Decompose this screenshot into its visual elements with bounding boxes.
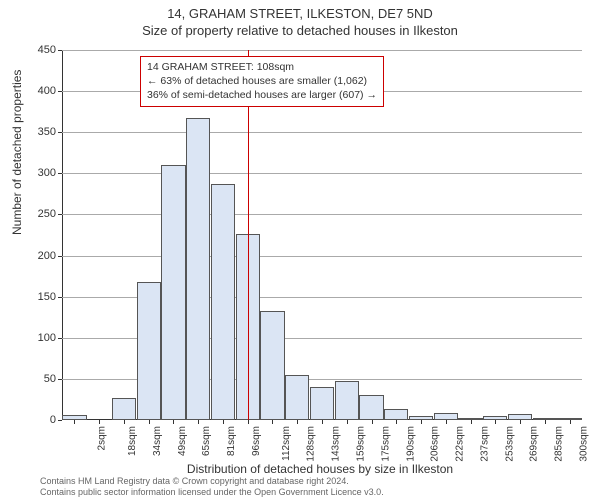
histogram-bar [359,395,383,420]
xtick-mark [421,420,422,424]
callout-line-3: 36% of semi-detached houses are larger (… [147,88,377,102]
footer-line-1: Contains HM Land Registry data © Crown c… [40,476,384,487]
histogram-bar [434,413,458,420]
ytick-mark [58,173,62,174]
xtick-mark [471,420,472,424]
xtick-label: 34sqm [152,426,163,456]
ytick-mark [58,132,62,133]
xtick-mark [446,420,447,424]
xtick-mark [570,420,571,424]
xtick-label: 190sqm [405,426,416,462]
histogram-bar [384,409,408,420]
xtick-label: 81sqm [226,426,237,456]
histogram-bar [161,165,185,420]
histogram-bar [137,282,161,420]
plot-area: 0501001502002503003504004502sqm18sqm34sq… [62,50,582,420]
chart-address-title: 14, GRAHAM STREET, ILKESTON, DE7 5ND [0,0,600,21]
ytick-mark [58,256,62,257]
ytick-label: 450 [38,44,56,56]
ytick-mark [58,50,62,51]
histogram-bar [310,387,334,420]
gridline [62,256,582,257]
ytick-label: 250 [38,208,56,220]
ytick-mark [58,297,62,298]
xtick-mark [248,420,249,424]
xtick-label: 222sqm [455,426,466,462]
gridline [62,173,582,174]
xtick-mark [198,420,199,424]
gridline [62,132,582,133]
xtick-mark [223,420,224,424]
ytick-mark [58,214,62,215]
xtick-mark [545,420,546,424]
xtick-mark [149,420,150,424]
x-axis-label: Distribution of detached houses by size … [20,462,600,476]
histogram-bar [186,118,210,420]
callout-box: 14 GRAHAM STREET: 108sqm← 63% of detache… [140,56,384,107]
footer-attribution: Contains HM Land Registry data © Crown c… [40,476,384,498]
ytick-mark [58,379,62,380]
xtick-mark [372,420,373,424]
xtick-label: 128sqm [306,426,317,462]
histogram-bar [112,398,136,420]
xtick-mark [347,420,348,424]
xtick-label: 18sqm [127,426,138,456]
xtick-mark [99,420,100,424]
ytick-mark [58,420,62,421]
xtick-label: 96sqm [251,426,262,456]
xtick-label: 112sqm [281,426,292,461]
xtick-label: 65sqm [201,426,212,456]
ytick-mark [58,91,62,92]
xtick-mark [520,420,521,424]
histogram-bar [285,375,309,420]
chart-subtitle: Size of property relative to detached ho… [0,21,600,38]
chart-container: 14, GRAHAM STREET, ILKESTON, DE7 5ND Siz… [0,0,600,500]
xtick-label: 175sqm [380,426,391,462]
xtick-label: 206sqm [430,426,441,462]
xtick-mark [173,420,174,424]
xtick-label: 253sqm [504,426,515,462]
histogram-bar [211,184,235,420]
histogram-bar [335,381,359,420]
ytick-label: 300 [38,167,56,179]
xtick-mark [322,420,323,424]
ytick-label: 400 [38,85,56,97]
ytick-label: 100 [38,332,56,344]
xtick-label: 285sqm [554,426,565,462]
xtick-label: 2sqm [97,426,108,450]
xtick-mark [495,420,496,424]
xtick-mark [297,420,298,424]
gridline [62,50,582,51]
ytick-label: 200 [38,250,56,262]
xtick-label: 49sqm [177,426,188,456]
xtick-label: 159sqm [356,426,367,462]
xtick-label: 300sqm [578,426,589,462]
xtick-mark [124,420,125,424]
xtick-mark [74,420,75,424]
y-axis-line [62,50,63,420]
ytick-label: 150 [38,291,56,303]
xtick-mark [396,420,397,424]
footer-line-2: Contains public sector information licen… [40,487,384,498]
ytick-label: 350 [38,126,56,138]
xtick-label: 269sqm [529,426,540,462]
ytick-label: 0 [50,414,56,426]
xtick-label: 237sqm [479,426,490,462]
xtick-mark [272,420,273,424]
ytick-mark [58,338,62,339]
y-axis-label: Number of detached properties [10,70,24,235]
callout-line-1: 14 GRAHAM STREET: 108sqm [147,60,377,74]
histogram-bar [260,311,284,420]
ytick-label: 50 [44,373,56,385]
xtick-label: 143sqm [331,426,342,462]
gridline [62,214,582,215]
callout-line-2: ← 63% of detached houses are smaller (1,… [147,74,377,88]
